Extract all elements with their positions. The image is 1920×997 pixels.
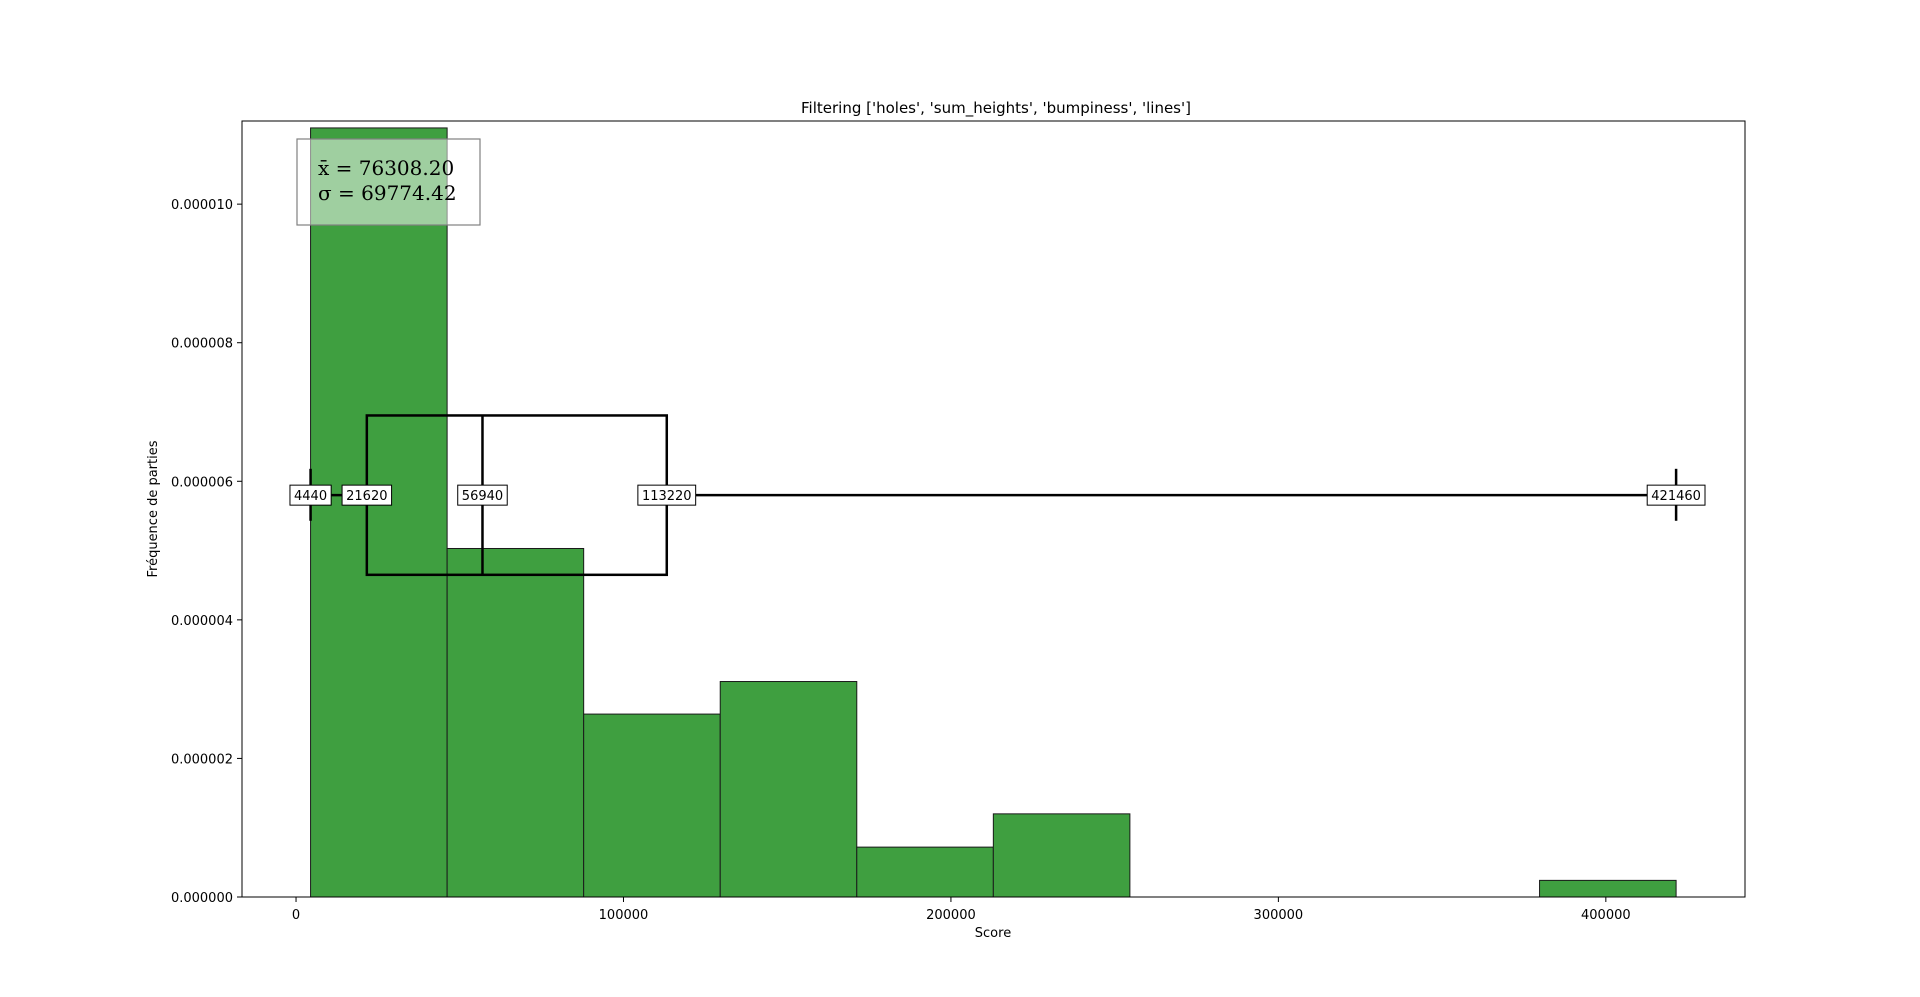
x-tick-label: 100000	[599, 908, 649, 923]
boxplot-overlay: 4440 21620 56940 113220 421460	[289, 414, 1706, 577]
x-tick-label: 200000	[926, 908, 976, 923]
plot-frame	[241, 120, 1746, 898]
y-tick-label: 0.000004	[171, 614, 233, 629]
stats-mean-text: x̄ = 76308.20	[318, 156, 454, 180]
x-axis: 0 100000 200000 300000 400000	[292, 897, 1631, 923]
x-tick-label: 0	[292, 908, 300, 923]
x-tick-label: 400000	[1581, 908, 1631, 923]
x-tick-label: 300000	[1254, 908, 1304, 923]
boxplot-value-label-box	[457, 484, 508, 506]
boxplot-value-label-box	[1646, 484, 1706, 506]
y-tick-label: 0.000000	[171, 891, 233, 906]
histogram-bar	[583, 713, 721, 898]
boxplot-value-label: 56940	[462, 489, 503, 504]
histogram-bar	[1539, 879, 1677, 898]
y-axis: 0.000000 0.000002 0.000004 0.000006 0.000008…	[171, 198, 242, 906]
y-tick-label: 0.000008	[171, 337, 233, 352]
boxplot-value-label: 4440	[294, 489, 327, 504]
boxplot-value-label-box	[341, 484, 393, 506]
histogram-bar	[856, 846, 994, 898]
histogram-bar	[310, 127, 448, 898]
stats-legend-box: x̄ = 76308.20σ = 69774.42	[296, 138, 481, 226]
stats-box-frame	[296, 138, 481, 226]
boxplot-value-label: 421460	[1651, 489, 1701, 504]
histogram-bar	[719, 681, 858, 898]
histogram-bars	[310, 127, 1677, 898]
boxplot-value-label: 21620	[346, 489, 387, 504]
boxplot-value-label-box	[637, 484, 697, 506]
y-tick-label: 0.000002	[171, 752, 233, 767]
y-tick-label: 0.000006	[171, 475, 233, 490]
x-axis-label: Score	[975, 926, 1011, 941]
boxplot-value-label-box	[289, 484, 332, 506]
histogram-bar	[992, 813, 1131, 898]
stats-std-text: σ = 69774.42	[318, 181, 457, 205]
boxplot-value-label: 113220	[642, 489, 692, 504]
y-tick-label: 0.000010	[171, 198, 233, 213]
histogram-bar	[446, 547, 585, 898]
chart-title: Filtering ['holes', 'sum_heights', 'bump…	[801, 99, 1191, 118]
y-axis-label: Fréquence de parties	[146, 440, 161, 577]
